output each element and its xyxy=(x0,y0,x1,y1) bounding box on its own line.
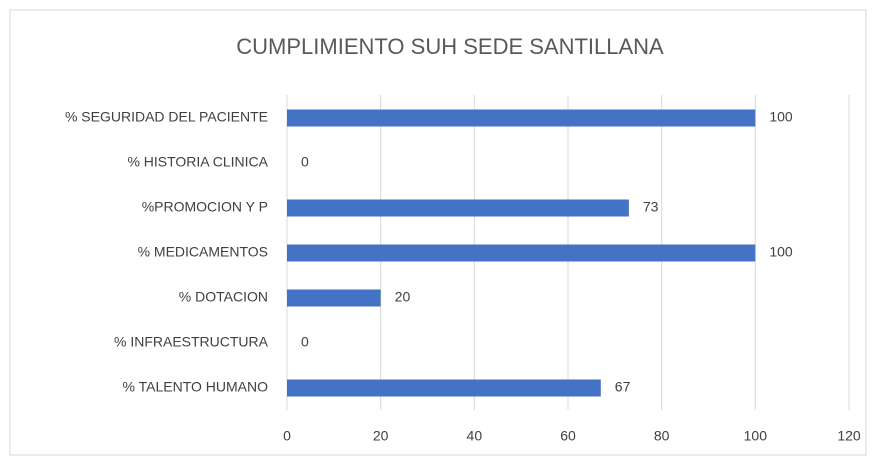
bar xyxy=(287,379,601,397)
bar xyxy=(287,244,756,262)
data-label: 0 xyxy=(301,334,309,350)
bar xyxy=(287,199,629,217)
x-tick-label: 80 xyxy=(654,428,670,444)
bar xyxy=(287,109,756,127)
x-tick-label: 0 xyxy=(283,428,291,444)
x-tick-label: 40 xyxy=(467,428,483,444)
data-label: 73 xyxy=(643,199,659,215)
y-tick-label: % MEDICAMENTOS xyxy=(138,244,268,260)
data-label: 100 xyxy=(769,109,793,125)
y-tick-label: % SEGURIDAD DEL PACIENTE xyxy=(65,109,268,125)
chart-title: CUMPLIMIENTO SUH SEDE SANTILLANA xyxy=(236,34,664,59)
data-label: 67 xyxy=(615,379,631,395)
y-tick-label: % INFRAESTRUCTURA xyxy=(114,334,269,350)
data-label: 100 xyxy=(769,244,793,260)
y-tick-label: % TALENTO HUMANO xyxy=(123,379,269,395)
x-tick-label: 20 xyxy=(373,428,389,444)
data-label: 0 xyxy=(301,154,309,170)
data-label: 20 xyxy=(395,289,411,305)
x-tick-label: 120 xyxy=(837,428,861,444)
x-tick-label: 60 xyxy=(560,428,576,444)
y-tick-label: %PROMOCION Y P xyxy=(142,199,268,215)
y-tick-label: % HISTORIA CLINICA xyxy=(127,154,268,170)
y-tick-label: % DOTACION xyxy=(179,289,268,305)
bar xyxy=(287,289,381,307)
x-tick-label: 100 xyxy=(744,428,768,444)
